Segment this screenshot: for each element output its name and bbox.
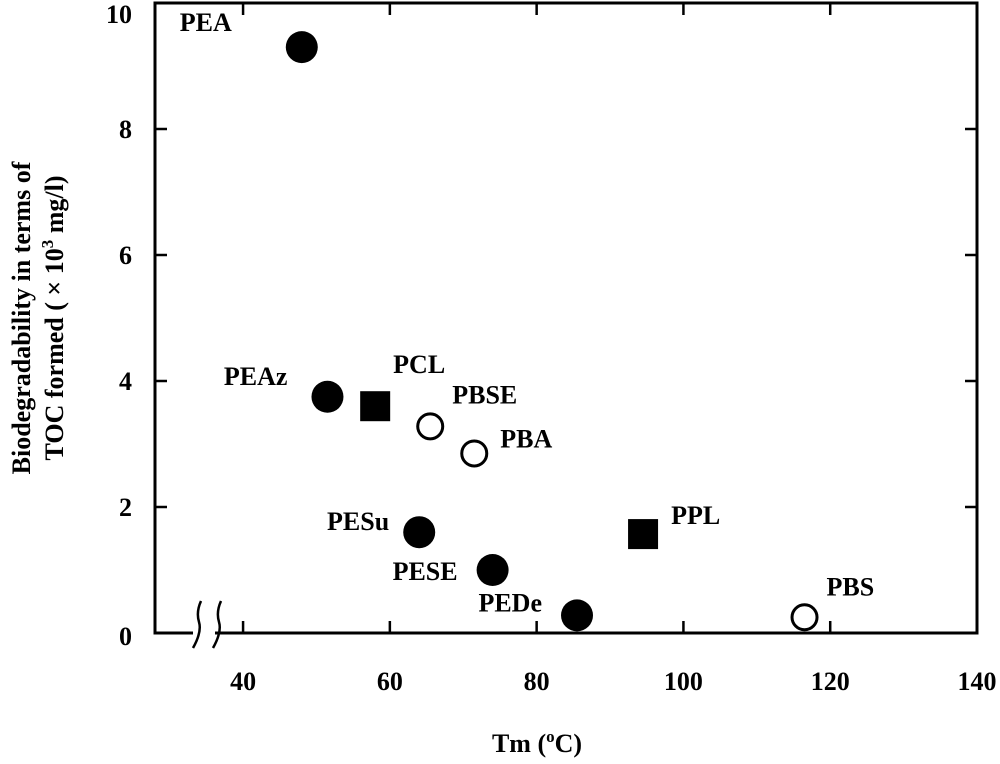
y-tick-label: 8 bbox=[119, 115, 132, 144]
label-pea: PEA bbox=[180, 8, 232, 37]
label-pesu: PESu bbox=[327, 507, 389, 536]
data-points bbox=[285, 31, 819, 632]
label-pede: PEDe bbox=[478, 588, 542, 617]
x-tick-label: 140 bbox=[958, 667, 997, 696]
label-pba: PBA bbox=[500, 424, 552, 453]
label-ppl: PPL bbox=[671, 501, 720, 530]
y-axis-ticks: 0 2 4 6 8 10 bbox=[106, 0, 977, 651]
y-tick-label: 6 bbox=[119, 241, 132, 270]
y-axis-title-line1: Biodegradability in terms of bbox=[7, 161, 36, 474]
point-pba bbox=[460, 439, 489, 468]
point-pede bbox=[561, 599, 594, 632]
plot-frame bbox=[153, 1, 979, 635]
point-pcl bbox=[360, 391, 391, 422]
point-ppl bbox=[628, 519, 659, 550]
label-pbs: PBS bbox=[827, 572, 875, 601]
label-pcl: PCL bbox=[393, 350, 445, 379]
label-peaz: PEAz bbox=[224, 362, 288, 391]
point-pea bbox=[285, 31, 318, 64]
x-axis-title-superscript: o bbox=[546, 727, 555, 746]
y-axis-title-superscript: 3 bbox=[38, 240, 57, 249]
point-pbs bbox=[790, 603, 819, 632]
point-pbse bbox=[416, 412, 445, 441]
label-pese: PESE bbox=[393, 557, 458, 586]
x-axis-ticks: 40 60 80 100 120 140 bbox=[230, 3, 997, 696]
point-pesu bbox=[403, 516, 436, 549]
x-tick-label: 60 bbox=[377, 667, 403, 696]
axis-break-mark bbox=[191, 596, 223, 649]
label-pbse: PBSE bbox=[452, 380, 517, 409]
x-tick-label: 80 bbox=[524, 667, 550, 696]
y-axis-title-line2: TOC formed ( × 103 mg/l) bbox=[38, 176, 69, 461]
point-pese bbox=[476, 554, 509, 586]
x-tick-label: 120 bbox=[811, 667, 850, 696]
x-tick-label: 40 bbox=[230, 667, 256, 696]
x-axis-title: Tm (oC) bbox=[492, 727, 582, 758]
y-tick-label: 4 bbox=[119, 367, 132, 396]
y-tick-label: 10 bbox=[106, 0, 132, 29]
point-peaz bbox=[311, 380, 344, 413]
y-tick-label: 0 bbox=[119, 622, 132, 651]
x-tick-label: 100 bbox=[664, 667, 703, 696]
axis-break-line-right bbox=[211, 600, 223, 649]
y-tick-label: 2 bbox=[119, 493, 132, 522]
axis-break-line-left bbox=[191, 600, 203, 649]
